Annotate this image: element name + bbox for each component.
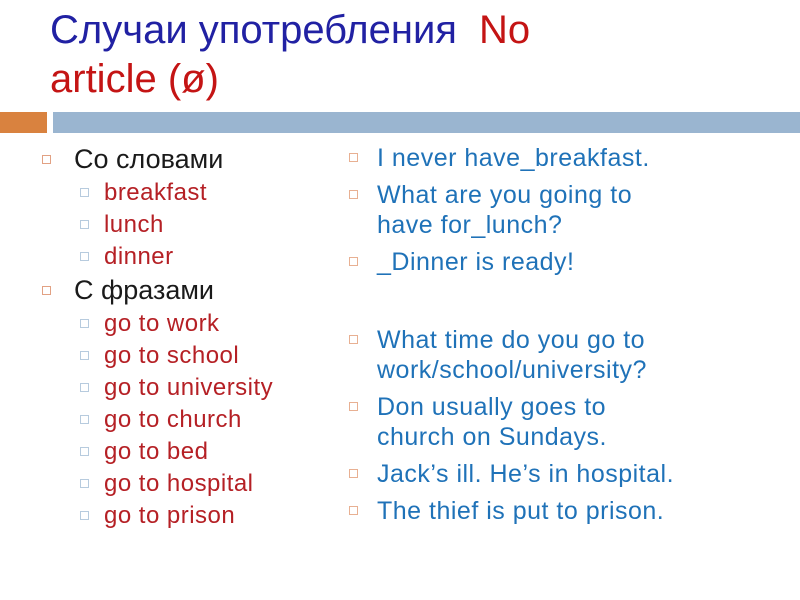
list-item: С фразами: [40, 274, 340, 307]
list-item: _Dinner is ready!: [345, 247, 790, 277]
list-item: go to university: [40, 372, 340, 404]
list-item: What time do you go to work/school/unive…: [345, 325, 790, 385]
list-item-label: go to church: [104, 406, 242, 433]
bullet-square-icon: [80, 252, 89, 261]
slide-title-line2: article (ø): [50, 55, 770, 104]
bullet-square-icon: [80, 319, 89, 328]
list-item-label: go to prison: [104, 502, 236, 529]
left-column: Со словами breakfast lunch dinner С фраз…: [40, 142, 340, 532]
example-sentence: Jack’s ill. He’s in hospital.: [377, 460, 675, 488]
list-item: Jack’s ill. He’s in hospital.: [345, 459, 790, 489]
bullet-square-icon: [349, 506, 358, 515]
list-item: Со словами: [40, 143, 340, 176]
bullet-square-icon: [349, 153, 358, 162]
example-sentence: Don usually goes to church on Sundays.: [377, 393, 607, 451]
bullet-square-icon: [80, 415, 89, 424]
list-item: Don usually goes to church on Sundays.: [345, 392, 790, 452]
example-sentence: _Dinner is ready!: [377, 248, 575, 276]
bullet-square-icon: [42, 286, 51, 295]
example-sentence: What time do you go to work/school/unive…: [377, 326, 647, 384]
title-russian-text: Случаи употребления: [50, 8, 457, 52]
list-item: dinner: [40, 241, 340, 273]
bullet-square-icon: [80, 511, 89, 520]
list-item: go to work: [40, 308, 340, 340]
list-item: The thief is put to prison.: [345, 496, 790, 526]
bullet-square-icon: [349, 335, 358, 344]
right-column: I never have_breakfast. What are you goi…: [345, 143, 790, 533]
slide-title-line1: Случаи употребления No: [50, 6, 770, 55]
list-item-label: go to hospital: [104, 470, 254, 497]
list-item-label: go to school: [104, 342, 240, 369]
bullet-square-icon: [42, 155, 51, 164]
list-item-label: go to university: [104, 374, 274, 401]
list-item-label: lunch: [104, 211, 164, 238]
slide-title: Случаи употребления No article (ø): [50, 6, 770, 104]
list-item: go to bed: [40, 436, 340, 468]
title-english-article: article (ø): [50, 57, 219, 101]
example-sentence: I never have_breakfast.: [377, 144, 650, 172]
title-english-no: No: [478, 8, 531, 52]
list-item-label: dinner: [104, 243, 174, 270]
blank-line: [345, 284, 790, 325]
list-item: breakfast: [40, 177, 340, 209]
bullet-square-icon: [349, 469, 358, 478]
list-item-label: Со словами: [74, 144, 224, 174]
list-item: go to church: [40, 404, 340, 436]
bullet-square-icon: [80, 383, 89, 392]
list-item-label: breakfast: [104, 179, 208, 206]
bullet-square-icon: [349, 402, 358, 411]
divider-band: [0, 112, 800, 133]
list-item-label: С фразами: [74, 275, 214, 305]
list-item: What are you going to have for_lunch?: [345, 180, 790, 240]
list-item: lunch: [40, 209, 340, 241]
bullet-square-icon: [80, 447, 89, 456]
bullet-square-icon: [80, 220, 89, 229]
list-item: I never have_breakfast.: [345, 143, 790, 173]
bullet-square-icon: [80, 351, 89, 360]
bullet-square-icon: [349, 190, 358, 199]
divider-orange-block: [0, 112, 47, 133]
bullet-square-icon: [80, 479, 89, 488]
list-item-label: go to work: [104, 310, 220, 337]
bullet-square-icon: [80, 188, 89, 197]
example-sentence: What are you going to have for_lunch?: [377, 181, 633, 239]
list-item: go to school: [40, 340, 340, 372]
list-item: go to hospital: [40, 468, 340, 500]
list-item: go to prison: [40, 500, 340, 532]
example-sentence: The thief is put to prison.: [377, 497, 665, 525]
bullet-square-icon: [349, 257, 358, 266]
divider-blue-bar: [53, 112, 800, 133]
list-item-label: go to bed: [104, 438, 209, 465]
